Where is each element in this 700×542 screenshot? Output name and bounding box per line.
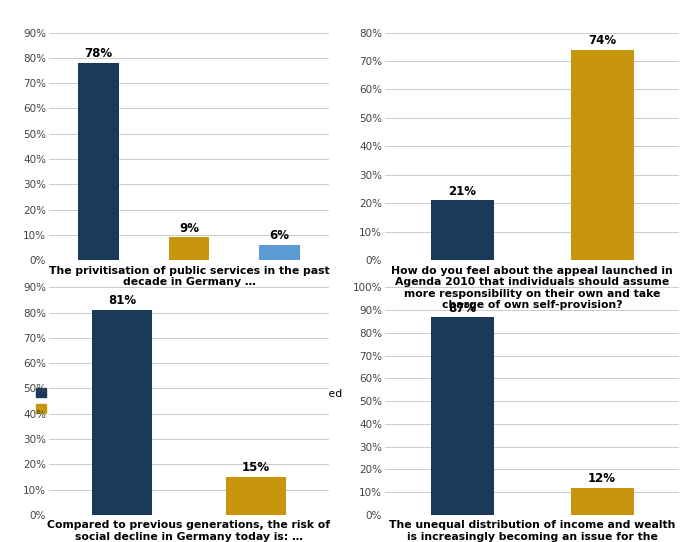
Text: 12%: 12% [588, 472, 616, 485]
Bar [570, 50, 634, 260]
Bar [169, 237, 209, 260]
Text: 9%: 9% [179, 222, 199, 235]
Bar [225, 477, 286, 515]
Text: 6%: 6% [270, 229, 289, 242]
Text: The privitisation of public services in the past
decade in Germany …: The privitisation of public services in … [49, 266, 329, 287]
Text: 74%: 74% [588, 34, 616, 47]
Bar [430, 317, 494, 515]
Bar [78, 63, 119, 260]
Text: How do you feel about the appeal launched in
Agenda 2010 that individuals should: How do you feel about the appeal launche… [391, 266, 673, 311]
Text: Compared to previous generations, the risk of
social decline in Germany today is: Compared to previous generations, the ri… [48, 520, 330, 542]
Text: 81%: 81% [108, 294, 136, 307]
Text: 87%: 87% [448, 301, 476, 314]
Bar [570, 488, 634, 515]
Legend: … has gone too far, … has been exactly right, … should be intensified: … has gone too far, … has been exactly r… [32, 384, 346, 418]
Text: 78%: 78% [85, 47, 113, 60]
Bar [430, 201, 494, 260]
Bar [259, 245, 300, 260]
Text: 15%: 15% [241, 461, 270, 474]
Legend: Good, Bad: Good, Bad [482, 479, 582, 498]
Text: 21%: 21% [448, 185, 476, 197]
Text: The unequal distribution of income and wealth
is increasingly becoming an issue : The unequal distribution of income and w… [389, 520, 676, 542]
Bar [92, 310, 153, 515]
